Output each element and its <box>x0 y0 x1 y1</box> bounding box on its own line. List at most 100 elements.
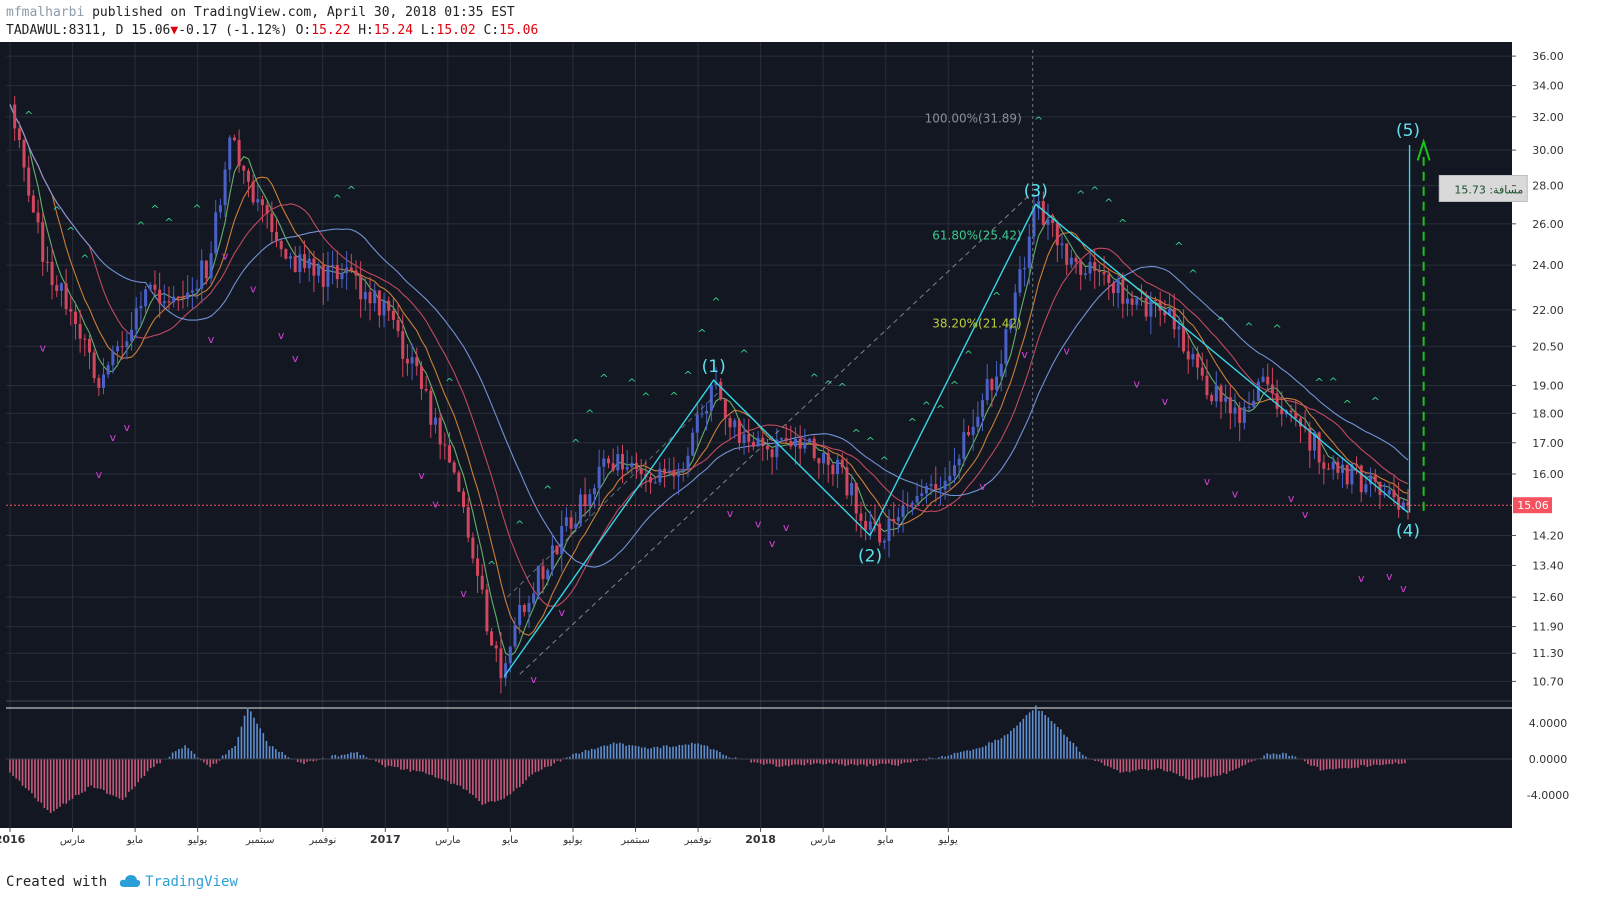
time-label-month: مايو <box>126 835 143 846</box>
candle-body <box>307 258 311 269</box>
time-label-month: يوليو <box>562 835 582 846</box>
candle-body <box>289 256 293 259</box>
candle-body <box>462 491 466 508</box>
candle-body <box>1369 475 1373 485</box>
candle-body <box>896 517 900 522</box>
last-price-label: 15.06 <box>1517 499 1549 512</box>
candle-body <box>527 603 531 612</box>
candle-body <box>1107 274 1111 283</box>
candle-body <box>1111 282 1115 294</box>
candle-body <box>331 264 335 267</box>
candle-body <box>162 301 166 304</box>
signal-up-marker: ^ <box>880 454 889 467</box>
candle-body <box>1182 326 1186 352</box>
candles <box>13 96 1410 694</box>
price-tick-label: 20.50 <box>1532 340 1564 353</box>
wave-label-2: (2) <box>858 547 882 567</box>
candle-body <box>621 454 625 470</box>
author-link[interactable]: mfmalharbi <box>6 5 85 20</box>
candle-body <box>125 341 129 348</box>
candle-body <box>1298 418 1302 427</box>
signal-up-marker: ^ <box>1188 267 1197 280</box>
candle-body <box>200 260 204 289</box>
signal-up-marker: ^ <box>950 379 959 392</box>
candle-body <box>943 480 947 490</box>
candle-body <box>102 374 106 388</box>
candle-body <box>209 253 213 279</box>
candle-body <box>36 212 40 223</box>
signal-down-marker: v <box>979 480 986 493</box>
candle-body <box>663 468 667 473</box>
candle-body <box>966 432 970 435</box>
candle-body <box>312 258 316 276</box>
candle-body <box>405 358 409 364</box>
candle-body <box>1144 298 1148 317</box>
candle-body <box>1373 475 1377 482</box>
price-tick-label: 24.00 <box>1532 259 1564 272</box>
candle-body <box>1210 395 1214 402</box>
candle-body <box>695 414 699 433</box>
candle-body <box>1149 300 1153 317</box>
signal-up-marker: ^ <box>1104 196 1113 209</box>
candle-body <box>761 437 765 446</box>
candle-body <box>990 379 994 390</box>
signal-down-marker: v <box>418 469 425 482</box>
candle-body <box>536 566 540 594</box>
candle-body <box>957 458 961 466</box>
candle-body <box>31 195 35 213</box>
candle-body <box>995 376 999 390</box>
candle-body <box>854 482 858 514</box>
candle-body <box>1116 279 1120 294</box>
price-tick-label: 26.00 <box>1532 218 1564 231</box>
candle-body <box>111 351 115 366</box>
signal-down-marker: v <box>432 498 439 511</box>
signal-up-marker: ^ <box>711 295 720 308</box>
candle-body <box>532 593 536 604</box>
candle-body <box>915 496 919 503</box>
candle-body <box>1097 270 1101 272</box>
candle-body <box>1200 367 1204 376</box>
candle-body <box>882 540 886 543</box>
candle-body <box>17 128 21 141</box>
price-tick-label: 11.30 <box>1532 647 1564 660</box>
signal-up-marker: ^ <box>1244 320 1253 333</box>
candle-body <box>363 292 367 300</box>
time-label-month: مارس <box>60 835 85 846</box>
candle-body <box>452 462 456 473</box>
candle-body <box>602 458 606 467</box>
time-label-month: مارس <box>810 835 835 846</box>
candle-body <box>401 331 405 359</box>
tradingview-link[interactable]: TradingView <box>145 874 238 890</box>
candle-body <box>1336 461 1340 473</box>
candle-body <box>78 323 82 339</box>
fib-level-label: 38.20%(21.42) <box>932 317 1021 331</box>
signal-up-marker: ^ <box>1076 188 1085 201</box>
candle-body <box>284 249 288 259</box>
low-value: 15.02 <box>436 23 476 38</box>
signal-down-marker: v <box>755 518 762 531</box>
candle-body <box>639 469 643 475</box>
candle-body <box>97 378 101 388</box>
signal-up-marker: ^ <box>1371 395 1380 408</box>
candle-body <box>770 449 774 458</box>
candle-body <box>429 390 433 425</box>
candle-body <box>228 137 232 170</box>
signal-up-marker: ^ <box>641 391 650 404</box>
signal-up-marker: ^ <box>627 376 636 389</box>
candle-body <box>784 438 788 442</box>
signal-up-marker: ^ <box>838 381 847 394</box>
candle-body <box>410 357 414 364</box>
candle-body <box>723 399 727 419</box>
signal-up-marker: ^ <box>922 399 931 412</box>
signal-down-marker: v <box>110 431 117 444</box>
candle-body <box>1060 243 1064 246</box>
candle-body <box>873 521 877 524</box>
wave-label-1: (1) <box>702 357 726 377</box>
candle-body <box>756 437 760 447</box>
candle-body <box>793 438 797 447</box>
candle-body <box>859 513 863 521</box>
down-triangle-icon: ▼ <box>170 23 179 38</box>
signal-up-marker: ^ <box>150 203 159 216</box>
candle-body <box>391 310 395 320</box>
